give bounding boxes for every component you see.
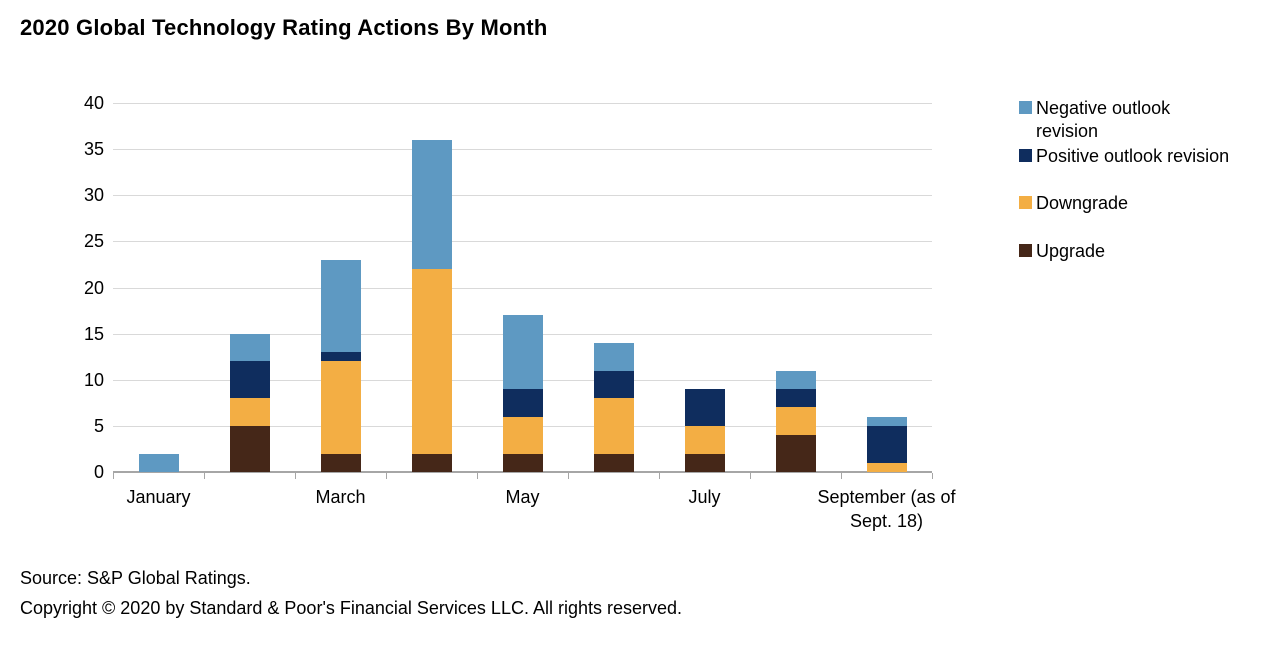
bar-segment-positive-outlook-revision-march — [320, 352, 361, 362]
x-tick-mark — [568, 473, 569, 479]
x-axis-label-january: January — [126, 487, 191, 507]
bar-segment-positive-outlook-revision-september-as-of-sept-18 — [866, 425, 907, 463]
legend-swatch-upgrade — [1019, 244, 1032, 257]
bar-segment-positive-outlook-revision-august — [775, 389, 816, 408]
gridline — [113, 103, 932, 104]
bar-segment-upgrade-june — [593, 453, 634, 472]
y-tick-label: 20 — [83, 277, 104, 298]
legend-label: Positive outlook revision — [1036, 146, 1230, 166]
x-tick-mark — [204, 473, 205, 479]
x-tick-mark — [113, 473, 114, 479]
legend-item-positive-outlook-revision: Positive outlook revision — [1019, 145, 1259, 168]
bar-segment-downgrade-may — [502, 416, 543, 454]
plot-area: January March May July September (as of Sept… — [113, 103, 956, 531]
bar-segment-negative-outlook-revision-april — [411, 139, 452, 270]
bar-segment-positive-outlook-revision-july — [684, 388, 725, 426]
bar-segment-negative-outlook-revision-june — [593, 342, 634, 371]
x-tick-mark — [659, 473, 660, 479]
bar-segment-downgrade-june — [593, 398, 634, 454]
legend-item-downgrade: Downgrade — [1019, 192, 1219, 215]
gridline — [113, 241, 932, 243]
gridline — [113, 149, 932, 151]
x-axis-line — [113, 471, 932, 473]
chart-title: 2020 Global Technology Rating Actions By… — [20, 15, 548, 40]
y-tick-label: 5 — [93, 415, 104, 436]
y-tick-label: 30 — [83, 185, 104, 206]
legend-swatch-negative-outlook-revision — [1019, 101, 1032, 114]
bar-segment-negative-outlook-revision-august — [775, 370, 816, 389]
bar-segment-negative-outlook-revision-february — [229, 333, 270, 362]
bar-segment-upgrade-july — [684, 453, 725, 472]
x-axis-label-march: March — [315, 487, 366, 507]
x-tick-mark — [295, 473, 296, 479]
bar-segment-upgrade-february — [229, 425, 270, 472]
bar-segment-downgrade-august — [775, 407, 816, 436]
bar-segment-downgrade-september-as-of-sept-18 — [866, 462, 907, 472]
legend-swatch-positive-outlook-revision — [1019, 149, 1032, 162]
x-tick-mark — [750, 473, 751, 479]
bar-segment-upgrade-march — [320, 453, 361, 472]
y-axis: 0 5 10 15 20 25 30 35 40 — [0, 93, 104, 482]
bar-segment-downgrade-march — [320, 361, 361, 454]
x-tick-mark — [477, 473, 478, 479]
bar-segment-upgrade-april — [411, 453, 452, 472]
source-note: Source: S&P Global Ratings. — [20, 568, 251, 588]
gridline — [113, 195, 932, 197]
x-axis-label-july: July — [688, 487, 721, 507]
bar-segment-upgrade-august — [775, 435, 816, 472]
bar-segment-downgrade-february — [229, 398, 270, 426]
legend-item-upgrade: Upgrade — [1019, 240, 1219, 263]
y-tick-label: 25 — [83, 231, 104, 252]
y-tick-label: 10 — [83, 369, 104, 390]
gridline — [113, 287, 932, 289]
bar-segment-downgrade-july — [684, 425, 725, 454]
legend-label: Negative outlook revision — [1036, 98, 1171, 141]
legend-label: Upgrade — [1036, 241, 1106, 261]
bar-segment-negative-outlook-revision-september-as-of-sept-18 — [866, 416, 907, 426]
x-tick-mark — [932, 473, 933, 479]
y-tick-label: 15 — [83, 323, 104, 344]
bar-segment-positive-outlook-revision-may — [502, 388, 543, 417]
bar-segment-positive-outlook-revision-february — [229, 361, 270, 399]
y-tick-label: 0 — [93, 462, 104, 482]
bar-segment-positive-outlook-revision-june — [593, 370, 634, 399]
x-tick-mark — [841, 473, 842, 479]
bar-segment-upgrade-may — [502, 453, 543, 472]
x-axis-label-may: May — [505, 487, 540, 507]
x-axis-label-september: September (as of Sept. 18) — [817, 487, 956, 531]
legend-item-negative-outlook-revision: Negative outlook revision — [1019, 97, 1194, 143]
bar-segment-negative-outlook-revision-january — [138, 453, 179, 472]
x-tick-mark — [386, 473, 387, 479]
y-tick-label: 40 — [83, 93, 104, 113]
y-tick-label: 35 — [83, 139, 104, 160]
bar-segment-negative-outlook-revision-march — [320, 259, 361, 353]
bar-segment-downgrade-april — [411, 269, 452, 454]
legend-swatch-downgrade — [1019, 196, 1032, 209]
bar-segment-negative-outlook-revision-may — [502, 315, 543, 389]
copyright-note: Copyright © 2020 by Standard & Poor's Fi… — [20, 598, 683, 618]
legend-label: Downgrade — [1036, 193, 1129, 213]
